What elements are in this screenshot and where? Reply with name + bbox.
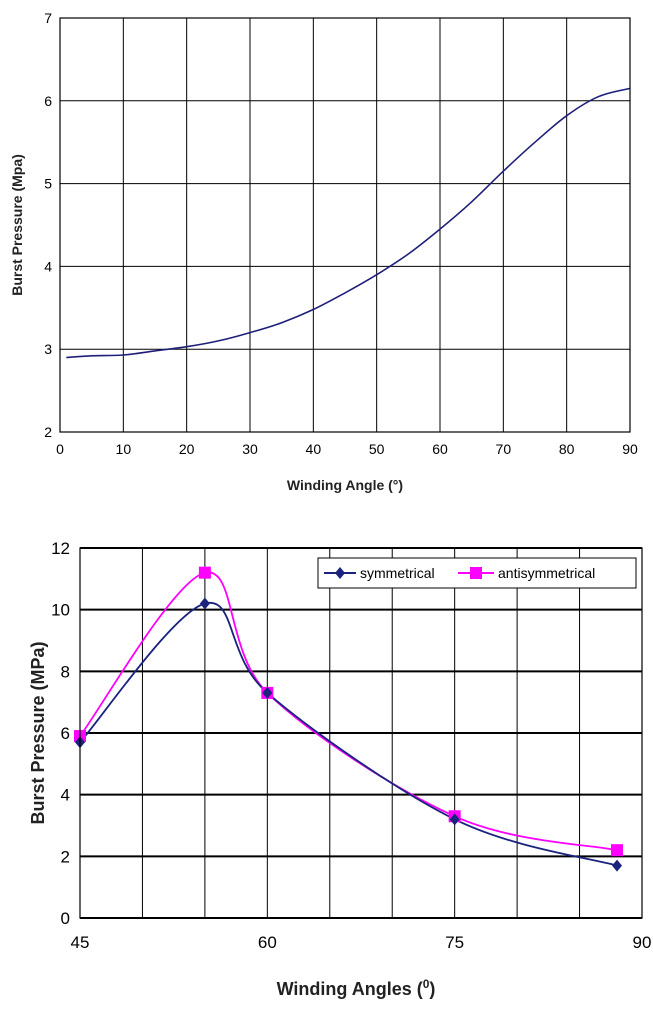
y-tick-labels: 2 3 4 5 6 7 (44, 10, 52, 440)
marker-symmetrical (449, 813, 460, 826)
y-axis-label: Burst Pressure (Mpa) (9, 154, 25, 296)
x-tick-labels: 0 10 20 30 40 50 60 70 80 90 (56, 441, 638, 457)
y-tick-label: 12 (51, 539, 70, 558)
series-line-symmetrical (79, 601, 618, 867)
legend: symmetrical antisymmetrical (317, 557, 637, 589)
x-tick-label: 90 (622, 441, 638, 457)
y-tick-label: 6 (44, 93, 52, 109)
x-tick-label: 40 (306, 441, 322, 457)
y-tick-label: 2 (44, 424, 52, 440)
legend-label-symmetrical: symmetrical (360, 565, 435, 581)
grid (79, 547, 643, 919)
y-tick-label: 7 (44, 10, 52, 26)
marker-antisymmetrical (198, 566, 211, 579)
series-line (66, 87, 631, 359)
x-axis-label: Winding Angle (°) (287, 477, 403, 493)
x-tick-label: 75 (445, 933, 464, 952)
x-tick-label: 30 (242, 441, 258, 457)
legend-label-antisymmetrical: antisymmetrical (498, 565, 595, 581)
y-tick-label: 8 (61, 662, 70, 681)
y-tick-label: 3 (44, 341, 52, 357)
series-lines (66, 87, 631, 359)
x-tick-label: 10 (116, 441, 132, 457)
marker-antisymmetrical (611, 844, 624, 857)
x-tick-labels: 45 60 75 90 (71, 933, 652, 952)
x-axis-label: Winding Angles (0) (277, 977, 436, 999)
x-tick-label: 70 (496, 441, 512, 457)
y-tick-label: 5 (44, 176, 52, 192)
x-tick-label: 80 (559, 441, 575, 457)
series-lines (79, 571, 618, 867)
x-tick-label: 20 (179, 441, 195, 457)
x-tick-label: 60 (432, 441, 448, 457)
plot-frame (59, 17, 631, 433)
y-tick-labels: 0 2 4 6 8 10 12 (51, 539, 70, 928)
x-tick-label: 50 (369, 441, 385, 457)
y-tick-label: 4 (44, 258, 52, 274)
x-tick-label: 45 (71, 933, 90, 952)
marker-symmetrical (262, 686, 273, 699)
y-axis-label: Burst Pressure (MPa) (28, 641, 48, 824)
y-tick-label: 6 (61, 724, 70, 743)
x-tick-label: 90 (633, 933, 652, 952)
legend-marker-antisymmetrical (470, 567, 482, 579)
chart-winding-angle-burst-pressure: 2 3 4 5 6 7 0 10 20 30 40 50 60 70 80 90 Winding Angle… (9, 10, 638, 493)
plot-frame (79, 547, 643, 919)
y-tick-label: 2 (61, 847, 70, 866)
x-tick-label: 0 (56, 441, 64, 457)
series-line-antisymmetrical (79, 571, 618, 852)
x-tick-label: 60 (258, 933, 277, 952)
y-tick-label: 0 (61, 909, 70, 928)
y-tick-label: 10 (51, 601, 70, 620)
y-tick-label: 4 (61, 786, 70, 805)
marker-symmetrical (199, 597, 210, 610)
marker-symmetrical (612, 859, 623, 872)
series-markers (74, 566, 624, 872)
legend-marker-symmetrical (335, 567, 345, 579)
